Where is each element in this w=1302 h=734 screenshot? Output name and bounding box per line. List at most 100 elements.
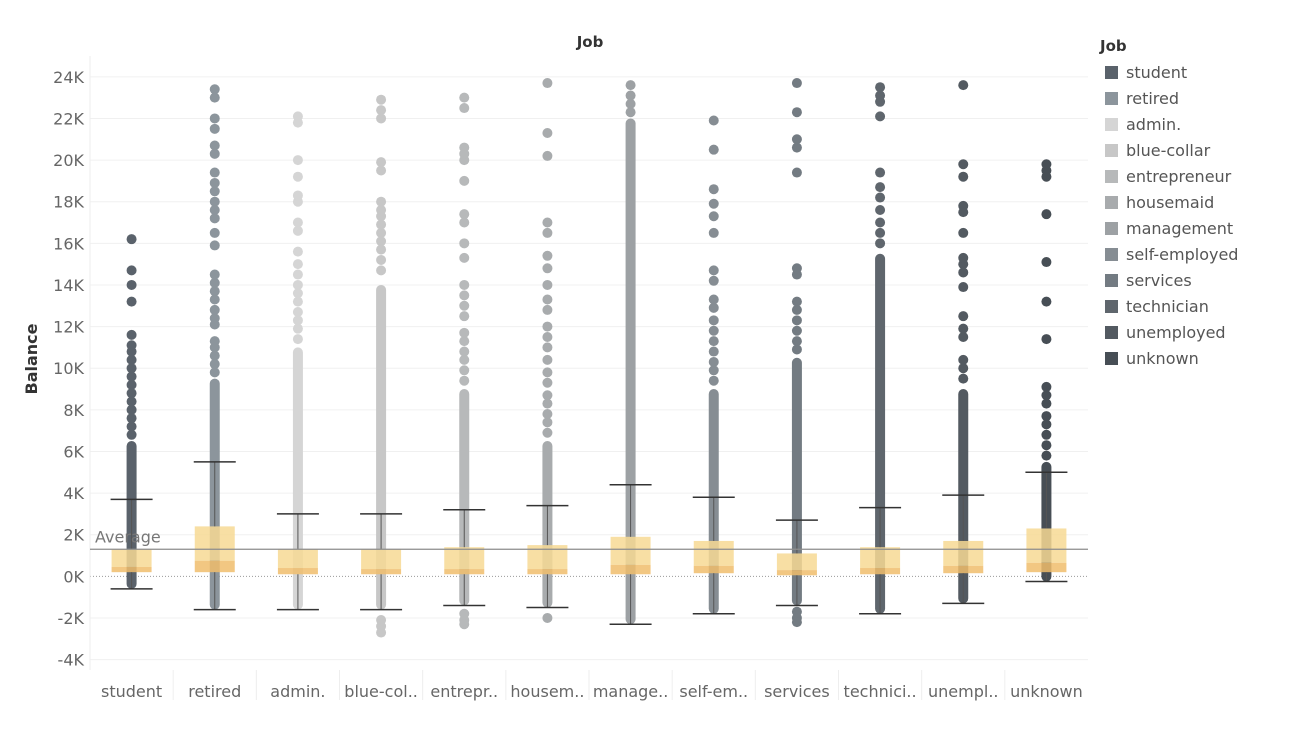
outlier-point xyxy=(958,252,969,263)
legend-item-blue-collar[interactable]: blue-collar xyxy=(1100,137,1300,163)
box-group-unknown xyxy=(1025,159,1068,583)
outlier-point xyxy=(625,98,636,109)
y-tick-label: -2K xyxy=(58,609,85,628)
box-lower xyxy=(277,568,318,575)
box-upper xyxy=(194,526,235,561)
outlier-point xyxy=(209,294,220,305)
outlier-point xyxy=(292,323,303,334)
outlier-point xyxy=(376,165,387,176)
outlier-point xyxy=(126,363,137,374)
outlier-point xyxy=(958,363,969,374)
outlier-point xyxy=(209,167,220,178)
outlier-point xyxy=(1041,398,1052,409)
outlier-point xyxy=(708,336,719,347)
legend-label: housemaid xyxy=(1126,192,1215,212)
legend-item-self-employed[interactable]: self-employed xyxy=(1100,241,1300,267)
outlier-point xyxy=(708,365,719,376)
outlier-point xyxy=(1041,159,1052,170)
y-tick-label: 24K xyxy=(53,68,84,87)
outlier-point xyxy=(209,286,220,297)
legend-item-technician[interactable]: technician xyxy=(1100,293,1300,319)
outlier-point xyxy=(459,279,470,290)
box-upper xyxy=(943,540,984,566)
legend-item-student[interactable]: student xyxy=(1100,59,1300,85)
outlier-point xyxy=(459,142,470,153)
legend-item-entrepreneur[interactable]: entrepreneur xyxy=(1100,163,1300,189)
outlier-point xyxy=(126,379,137,390)
legend-item-unemployed[interactable]: unemployed xyxy=(1100,319,1300,345)
box-group-entrepreneur xyxy=(443,92,486,630)
outlier-point xyxy=(459,209,470,220)
outlier-point xyxy=(542,342,553,353)
outlier-point xyxy=(1041,440,1052,451)
outlier-point xyxy=(791,134,802,145)
outlier-point xyxy=(542,398,553,409)
outlier-point xyxy=(376,94,387,105)
outlier-point xyxy=(542,390,553,401)
outlier-point xyxy=(209,148,220,159)
outlier-point xyxy=(126,354,137,365)
legend: Job student retired admin. blue-collar entre… xyxy=(1100,36,1300,371)
outlier-point xyxy=(126,279,137,290)
legend-swatch xyxy=(1105,65,1118,79)
outlier-point xyxy=(625,80,636,91)
box-group-blue-collar xyxy=(360,94,403,638)
outlier-point xyxy=(625,90,636,101)
dense-points xyxy=(791,357,802,606)
outlier-point xyxy=(376,265,387,276)
outlier-point xyxy=(542,294,553,305)
legend-label: student xyxy=(1126,62,1188,82)
outlier-point xyxy=(209,140,220,151)
outlier-point xyxy=(126,340,137,351)
box-group-student xyxy=(110,234,153,590)
legend-item-unknown[interactable]: unknown xyxy=(1100,345,1300,371)
x-tick-label: unempl.. xyxy=(928,682,998,701)
outlier-point xyxy=(542,150,553,161)
outlier-point xyxy=(708,227,719,238)
outlier-point xyxy=(376,205,387,216)
outlier-point xyxy=(542,227,553,238)
box-group-services xyxy=(775,78,818,628)
outlier-point xyxy=(542,367,553,378)
legend-swatch xyxy=(1105,195,1118,209)
outlier-point xyxy=(542,427,553,438)
outlier-point xyxy=(708,356,719,367)
outlier-point xyxy=(459,238,470,249)
legend-item-services[interactable]: services xyxy=(1100,267,1300,293)
y-tick-label: 8K xyxy=(63,401,84,420)
y-tick-label: 22K xyxy=(53,109,84,128)
outlier-point xyxy=(126,371,137,382)
outlier-point xyxy=(1041,381,1052,392)
outlier-point xyxy=(1041,419,1052,430)
x-tick-label: admin. xyxy=(270,682,325,701)
y-tick-label: 12K xyxy=(53,318,84,337)
x-axis-labels: student retired admin. blue-col.. entrepr.. h… xyxy=(101,682,1083,701)
legend-swatch xyxy=(1105,143,1118,157)
outlier-point xyxy=(542,279,553,290)
legend-item-management[interactable]: management xyxy=(1100,215,1300,241)
outlier-point xyxy=(958,354,969,365)
x-tick-label: entrepr.. xyxy=(430,682,498,701)
x-tick-label: housem.. xyxy=(510,682,584,701)
x-tick-label: blue-col.. xyxy=(344,682,418,701)
y-tick-label: 14K xyxy=(53,276,84,295)
outlier-point xyxy=(292,190,303,201)
outlier-point xyxy=(791,304,802,315)
box-lower xyxy=(610,564,651,575)
outlier-point xyxy=(791,142,802,153)
outlier-point xyxy=(1041,334,1052,345)
legend-item-admin.[interactable]: admin. xyxy=(1100,111,1300,137)
outlier-point xyxy=(126,329,137,340)
outlier-point xyxy=(958,200,969,211)
outlier-point xyxy=(708,275,719,286)
legend-label: blue-collar xyxy=(1126,140,1211,160)
outlier-point xyxy=(542,612,553,623)
average-reference-line: Average xyxy=(90,527,1088,550)
box-lower xyxy=(527,569,568,575)
box-lower xyxy=(361,569,402,575)
outlier-point xyxy=(126,429,137,440)
outlier-point xyxy=(791,315,802,326)
box-group-self-employed xyxy=(692,115,735,615)
legend-item-retired[interactable]: retired xyxy=(1100,85,1300,111)
legend-item-housemaid[interactable]: housemaid xyxy=(1100,189,1300,215)
